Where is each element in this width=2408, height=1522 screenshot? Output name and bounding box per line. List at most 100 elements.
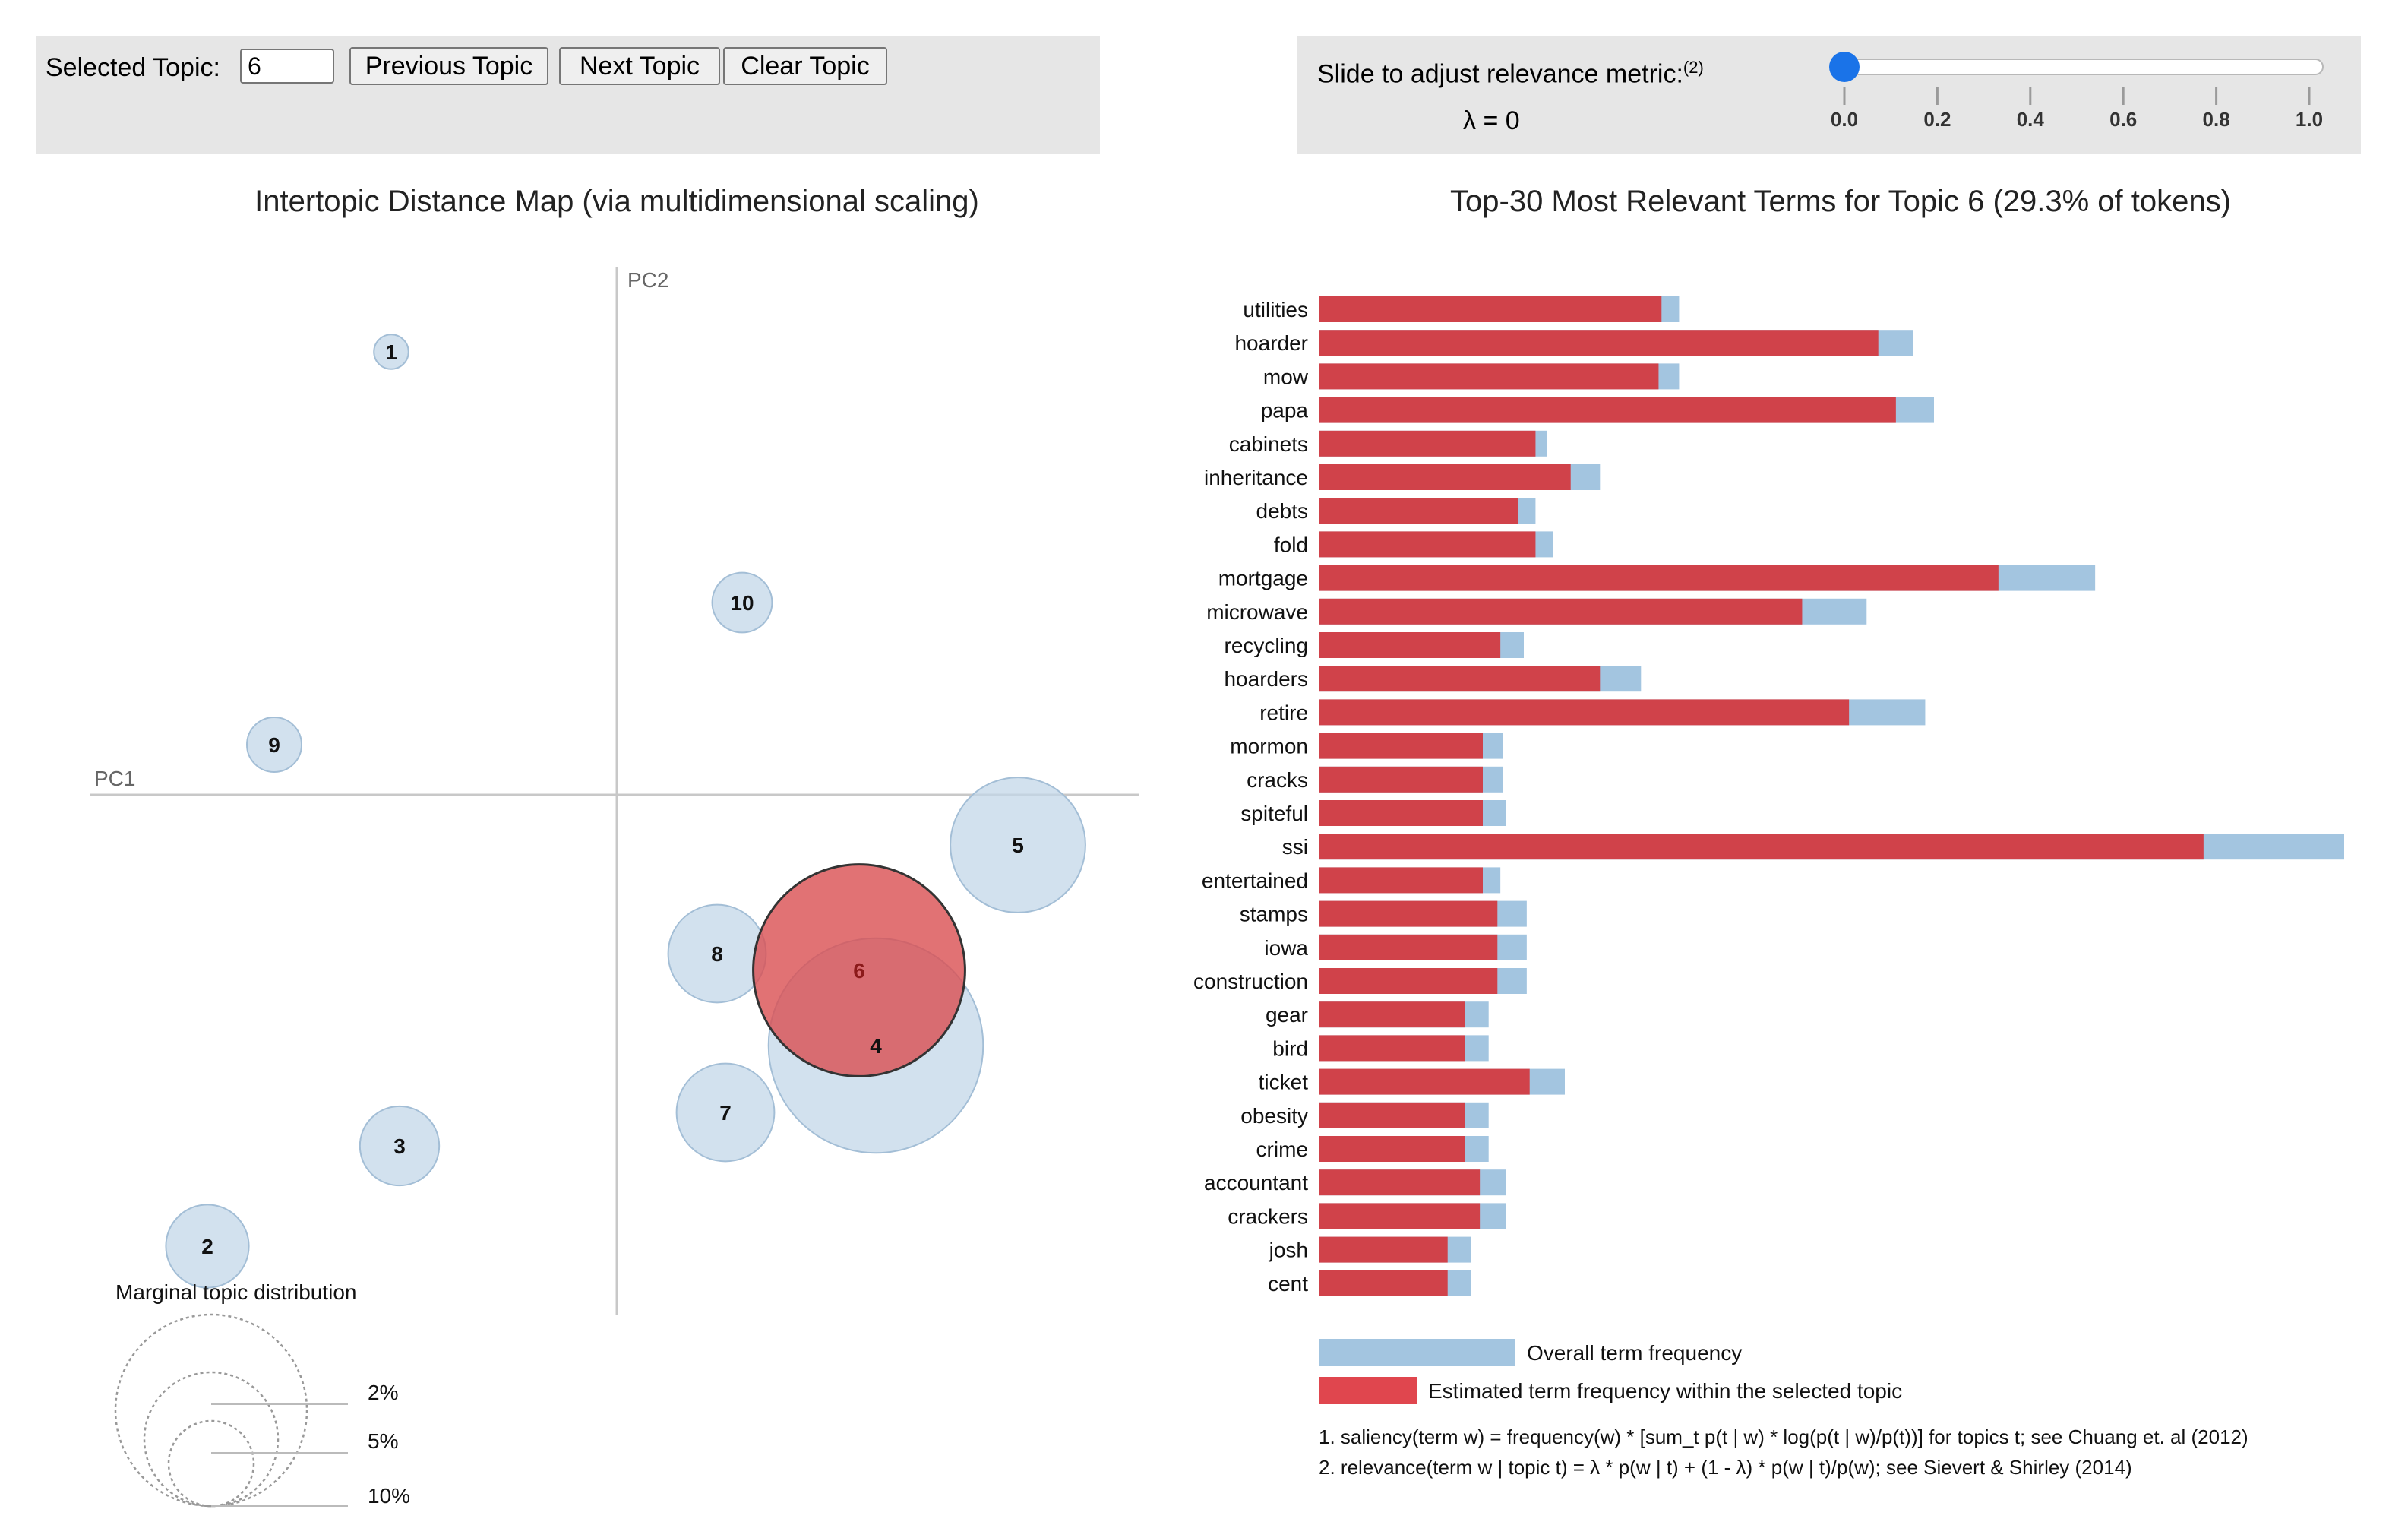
term-label[interactable]: josh: [1269, 1239, 1308, 1262]
bar-estimated-mortgage[interactable]: [1319, 565, 1999, 591]
term-label[interactable]: iowa: [1264, 936, 1308, 960]
legend-estimated-label: Estimated term frequency within the sele…: [1428, 1379, 1902, 1403]
topic-circle-9[interactable]: [246, 717, 302, 773]
topic-circle-2[interactable]: [165, 1204, 250, 1289]
bar-estimated-gear[interactable]: [1319, 1001, 1465, 1028]
bar-estimated-bird[interactable]: [1319, 1035, 1465, 1062]
term-label[interactable]: stamps: [1240, 903, 1308, 926]
bar-estimated-hoarder[interactable]: [1319, 330, 1879, 356]
legend-estimated-swatch: [1319, 1377, 1417, 1404]
bar-estimated-spiteful[interactable]: [1319, 800, 1483, 826]
term-label[interactable]: gear: [1266, 1003, 1308, 1027]
term-label[interactable]: papa: [1261, 399, 1309, 422]
marginal-legend-circle: [114, 1313, 308, 1508]
term-label[interactable]: crime: [1256, 1138, 1308, 1161]
term-label[interactable]: crackers: [1228, 1204, 1308, 1228]
term-label[interactable]: bird: [1272, 1036, 1308, 1060]
bar-estimated-entertained[interactable]: [1319, 867, 1483, 894]
footnote-1: 1. saliency(term w) = frequency(w) * [su…: [1319, 1425, 2248, 1448]
bar-estimated-mormon[interactable]: [1319, 733, 1483, 759]
term-label[interactable]: mormon: [1230, 735, 1308, 758]
pc1-label: PC1: [94, 767, 135, 790]
term-label[interactable]: inheritance: [1204, 466, 1308, 489]
term-label[interactable]: construction: [1193, 970, 1308, 993]
bar-estimated-ticket[interactable]: [1319, 1068, 1530, 1095]
term-label[interactable]: microwave: [1206, 600, 1308, 624]
marginal-legend-label: 5%: [368, 1429, 398, 1453]
term-label[interactable]: retire: [1259, 701, 1308, 724]
topic-label-1: 1: [385, 340, 397, 364]
term-label[interactable]: cabinets: [1229, 432, 1308, 456]
topic-circle-1[interactable]: [373, 334, 409, 370]
topic-circle-7[interactable]: [675, 1062, 776, 1163]
relevant-terms-chart: Top-30 Most Relevant Terms for Topic 6 (…: [1193, 185, 2344, 1479]
bar-estimated-josh[interactable]: [1319, 1236, 1448, 1263]
term-label[interactable]: recycling: [1225, 634, 1308, 657]
marginal-legend-label: 2%: [368, 1381, 398, 1404]
selected-topic-label: Selected Topic:: [46, 53, 220, 82]
marginal-legend-title: Marginal topic distribution: [115, 1280, 357, 1304]
slider-track[interactable]: [1841, 59, 2324, 75]
map-title: Intertopic Distance Map (via multidimens…: [254, 185, 979, 218]
bar-estimated-crackers[interactable]: [1319, 1203, 1481, 1229]
term-label[interactable]: obesity: [1240, 1104, 1308, 1128]
slider-tick-label: 0.0: [1831, 108, 1858, 131]
term-label[interactable]: mortgage: [1218, 567, 1308, 590]
term-label[interactable]: debts: [1256, 499, 1309, 523]
bar-estimated-fold[interactable]: [1319, 531, 1536, 558]
bar-estimated-retire[interactable]: [1319, 699, 1850, 726]
bar-estimated-mow[interactable]: [1319, 363, 1659, 390]
relevance-slider-label-text: Slide to adjust relevance metric:: [1317, 59, 1683, 89]
slider-handle[interactable]: [1829, 52, 1860, 82]
topic-control-panel: Selected Topic: Previous Topic Next Topi…: [36, 36, 1100, 154]
term-label[interactable]: hoarder: [1234, 331, 1308, 355]
clear-topic-button[interactable]: Clear Topic: [723, 47, 887, 85]
slider-tick-label: 1.0: [2296, 108, 2323, 131]
bar-estimated-ssi[interactable]: [1319, 834, 2204, 860]
bar-estimated-utilities[interactable]: [1319, 296, 1662, 322]
selected-topic-input[interactable]: [240, 49, 334, 84]
bar-estimated-cent[interactable]: [1319, 1270, 1448, 1296]
bar-estimated-obesity[interactable]: [1319, 1102, 1465, 1128]
term-label[interactable]: ssi: [1282, 835, 1308, 859]
term-label[interactable]: hoarders: [1224, 667, 1308, 691]
topic-circle-3[interactable]: [359, 1105, 441, 1187]
bar-estimated-hoarders[interactable]: [1319, 666, 1601, 692]
bar-estimated-inheritance[interactable]: [1319, 464, 1571, 490]
bar-estimated-cracks[interactable]: [1319, 766, 1483, 793]
term-label[interactable]: mow: [1263, 365, 1309, 388]
bar-estimated-crime[interactable]: [1319, 1136, 1465, 1162]
marginal-legend-label: 10%: [368, 1484, 410, 1508]
slider-tick-label: 0.8: [2203, 108, 2230, 131]
topic-circle-6[interactable]: [752, 863, 966, 1077]
next-topic-button[interactable]: Next Topic: [559, 47, 720, 85]
slider-tick-label: 0.6: [2109, 108, 2137, 131]
term-label[interactable]: fold: [1274, 533, 1308, 556]
legend-overall-swatch: [1319, 1339, 1515, 1366]
bar-estimated-papa[interactable]: [1319, 397, 1896, 423]
term-label[interactable]: accountant: [1204, 1171, 1308, 1195]
bar-estimated-stamps[interactable]: [1319, 900, 1498, 927]
relevance-slider[interactable]: 0.0 0.2 0.4 0.6 0.8 1.0: [1829, 52, 2324, 131]
bar-estimated-cabinets[interactable]: [1319, 430, 1536, 457]
topic-label-5: 5: [1012, 834, 1024, 857]
term-label[interactable]: utilities: [1243, 298, 1308, 321]
bar-estimated-accountant[interactable]: [1319, 1169, 1481, 1196]
term-label[interactable]: cent: [1268, 1272, 1308, 1296]
footnote-2: 2. relevance(term w | topic t) = λ * p(w…: [1319, 1456, 2132, 1479]
term-label[interactable]: spiteful: [1240, 802, 1308, 825]
bar-estimated-microwave[interactable]: [1319, 598, 1803, 625]
legend-overall-label: Overall term frequency: [1527, 1341, 1742, 1365]
relevance-slider-label: Slide to adjust relevance metric:(2): [1317, 58, 1704, 89]
previous-topic-button[interactable]: Previous Topic: [349, 47, 548, 85]
bar-estimated-recycling[interactable]: [1319, 632, 1501, 658]
topic-circle-10[interactable]: [711, 571, 773, 634]
bar-estimated-construction[interactable]: [1319, 968, 1498, 994]
term-label[interactable]: entertained: [1202, 869, 1308, 892]
pc2-label: PC2: [627, 268, 668, 292]
term-label[interactable]: cracks: [1247, 768, 1308, 792]
bar-estimated-debts[interactable]: [1319, 498, 1518, 524]
topic-circle-5[interactable]: [950, 777, 1086, 913]
term-label[interactable]: ticket: [1259, 1071, 1309, 1094]
bar-estimated-iowa[interactable]: [1319, 934, 1498, 960]
